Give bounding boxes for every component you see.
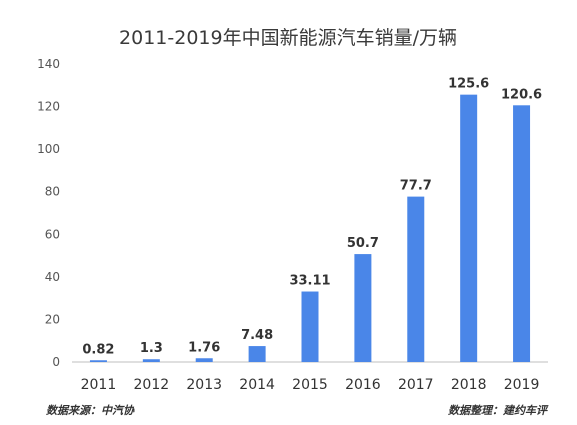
x-axis: 2011 2012 2013 2014 2015 2016 2017 2018 2019 bbox=[81, 377, 540, 393]
data-label: 77.7 bbox=[400, 179, 432, 194]
bar-2015 bbox=[301, 291, 319, 362]
y-tick-label: 40 bbox=[45, 270, 60, 284]
x-tick-label: 2012 bbox=[134, 377, 170, 393]
y-tick-label: 140 bbox=[37, 57, 60, 71]
credit-note: 数据整理：建约车评 bbox=[448, 404, 547, 417]
bar-2013 bbox=[195, 358, 213, 362]
x-tick-label: 2017 bbox=[398, 377, 434, 393]
bar-2019 bbox=[513, 105, 531, 363]
x-tick-label: 2018 bbox=[451, 377, 487, 393]
y-tick-label: 80 bbox=[45, 185, 60, 199]
bar-2012 bbox=[142, 359, 160, 362]
chart-title: 2011-2019年中国新能源汽车销量/万辆 bbox=[119, 27, 457, 49]
y-tick-label: 0 bbox=[52, 355, 60, 369]
y-tick-label: 60 bbox=[45, 227, 60, 241]
bar-2018 bbox=[460, 94, 478, 362]
bars-group: 0.82 1.3 1.76 7.48 33.11 50.7 77.7 125.6 120.6 bbox=[82, 77, 542, 363]
bar-2014 bbox=[248, 346, 266, 362]
data-label: 125.6 bbox=[448, 77, 489, 92]
y-tick-label: 100 bbox=[37, 142, 60, 156]
bar-2011 bbox=[89, 360, 107, 362]
data-label: 120.6 bbox=[501, 87, 542, 102]
data-label: 33.11 bbox=[289, 274, 330, 289]
x-tick-label: 2016 bbox=[345, 377, 381, 393]
data-label: 50.7 bbox=[347, 236, 379, 251]
data-label: 7.48 bbox=[241, 328, 273, 343]
data-label: 0.82 bbox=[82, 342, 114, 357]
x-tick-label: 2011 bbox=[81, 377, 117, 393]
source-note: 数据来源：中汽协 bbox=[46, 404, 134, 417]
data-label: 1.76 bbox=[188, 340, 220, 355]
bar-2016 bbox=[354, 254, 372, 362]
data-label: 1.3 bbox=[140, 341, 163, 356]
bar-2017 bbox=[407, 196, 425, 362]
y-axis: 0 20 40 60 80 100 120 140 bbox=[37, 57, 60, 369]
x-tick-label: 2015 bbox=[292, 377, 328, 393]
y-tick-label: 120 bbox=[37, 100, 60, 114]
y-tick-label: 20 bbox=[45, 312, 60, 326]
x-tick-label: 2014 bbox=[239, 377, 275, 393]
x-tick-label: 2013 bbox=[186, 377, 222, 393]
x-tick-label: 2019 bbox=[504, 377, 540, 393]
